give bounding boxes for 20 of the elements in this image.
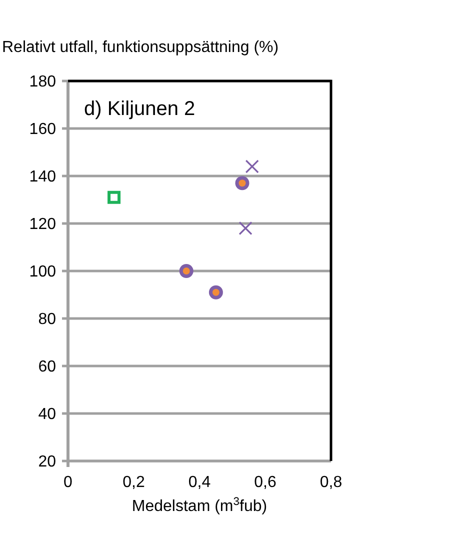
annotation: d) Kiljunen 2 [84, 98, 196, 120]
y-tick-label: 180 [29, 74, 56, 91]
point [245, 160, 259, 174]
x-tick-label: 0,6 [254, 474, 276, 491]
point [238, 221, 252, 236]
x-tick-label: 0,4 [188, 474, 211, 491]
x-tick-label: 0,2 [122, 474, 145, 491]
y-tick-label: 40 [38, 406, 56, 424]
y-tick-label: 100 [29, 264, 56, 281]
y-tick-label: 20 [38, 454, 56, 471]
point [108, 190, 121, 204]
y-tick-label: 80 [38, 311, 56, 328]
y-axis-title: Relativt utfall, funktionsuppsättning (%) [2, 39, 279, 56]
y-tick-label: 140 [29, 168, 56, 186]
y-tick-label: 120 [29, 216, 56, 234]
y-tick-label: 160 [29, 121, 56, 138]
x-tick-label: 0,8 [320, 474, 342, 491]
x-tick-label: 0 [64, 474, 73, 491]
x-axis-title: Medelstam (m$^{3}$fub) [132, 496, 268, 515]
y-tick-label: 60 [38, 358, 56, 376]
